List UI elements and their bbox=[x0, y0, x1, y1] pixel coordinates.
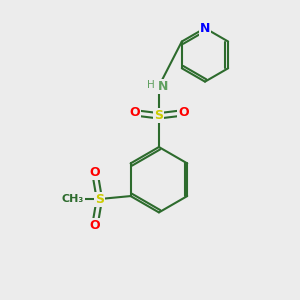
Text: N: N bbox=[158, 80, 169, 93]
Text: O: O bbox=[90, 219, 100, 232]
Text: H: H bbox=[147, 80, 154, 90]
Text: O: O bbox=[129, 106, 140, 119]
Text: CH₃: CH₃ bbox=[61, 194, 84, 204]
Text: O: O bbox=[178, 106, 189, 119]
Text: N: N bbox=[200, 22, 210, 34]
Text: S: S bbox=[95, 193, 104, 206]
Text: O: O bbox=[90, 167, 100, 179]
Text: S: S bbox=[154, 109, 164, 122]
